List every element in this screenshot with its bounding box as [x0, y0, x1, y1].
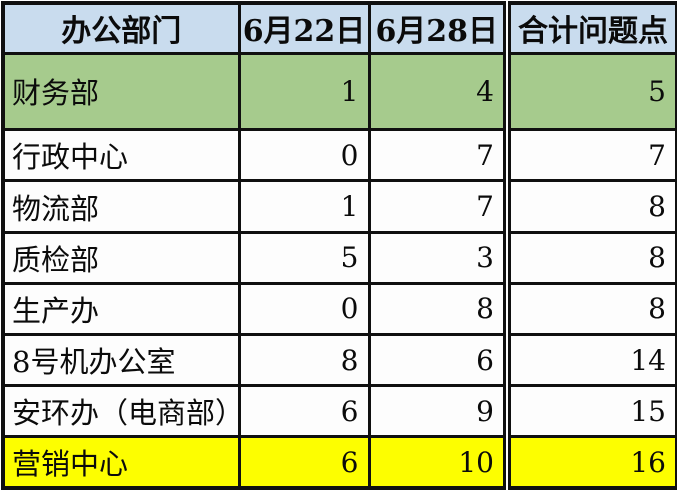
june22-value-cell: 1	[237, 179, 371, 234]
department-cell: 物流部	[1, 179, 241, 234]
table-row-safety-env-ecommerce: 安环办（电商部） 6 9 15	[1, 384, 677, 439]
june22-value-cell: 1	[237, 51, 371, 132]
total-value-cell: 8	[503, 230, 677, 285]
department-cell: 生产办	[1, 281, 241, 336]
department-cell: 8号机办公室	[1, 332, 241, 388]
table-row-quality-inspection: 质检部 5 3 8	[1, 230, 677, 285]
header-row: 办公部门 6月22日 6月28日 合计问题点	[1, 1, 677, 55]
department-cell: 财务部	[1, 51, 241, 132]
june28-value-cell: 6	[367, 332, 509, 388]
june22-value-cell: 0	[237, 128, 371, 183]
column-header-june28: 6月28日	[367, 1, 509, 55]
column-header-total-problems: 合计问题点	[503, 1, 677, 55]
june22-value-cell: 5	[237, 230, 371, 285]
june28-value-cell: 4	[367, 51, 509, 132]
department-cell: 行政中心	[1, 128, 241, 183]
total-value-cell: 8	[503, 281, 677, 336]
department-cell: 营销中心	[1, 435, 241, 490]
june22-value-cell: 6	[237, 435, 371, 490]
column-header-department: 办公部门	[1, 1, 241, 55]
column-header-june22: 6月22日	[237, 1, 371, 55]
june28-value-cell: 7	[367, 128, 509, 183]
total-value-cell: 5	[503, 51, 677, 132]
june28-value-cell: 9	[367, 384, 509, 439]
table-row-marketing-center: 营销中心 6 10 16	[1, 435, 677, 490]
table-row-finance: 财务部 1 4 5	[1, 51, 677, 132]
june22-value-cell: 8	[237, 332, 371, 388]
june22-value-cell: 6	[237, 384, 371, 439]
june22-value-cell: 0	[237, 281, 371, 336]
table-row-admin-center: 行政中心 0 7 7	[1, 128, 677, 183]
june28-value-cell: 10	[367, 435, 509, 490]
table-row-logistics: 物流部 1 7 8	[1, 179, 677, 234]
table-body: 财务部 1 4 5 行政中心 0 7 7 物流部 1 7 8 质检部 5 3	[1, 51, 677, 490]
total-value-cell: 7	[503, 128, 677, 183]
table-row-machine8-office: 8号机办公室 8 6 14	[1, 332, 677, 388]
total-value-cell: 15	[503, 384, 677, 439]
june28-value-cell: 7	[367, 179, 509, 234]
total-value-cell: 14	[503, 332, 677, 388]
june28-value-cell: 8	[367, 281, 509, 336]
total-value-cell: 16	[503, 435, 677, 490]
table-header: 办公部门 6月22日 6月28日 合计问题点	[1, 1, 677, 55]
total-value-cell: 8	[503, 179, 677, 234]
department-cell: 安环办（电商部）	[1, 384, 241, 439]
table-row-production-office: 生产办 0 8 8	[1, 281, 677, 336]
june28-value-cell: 3	[367, 230, 509, 285]
department-cell: 质检部	[1, 230, 241, 285]
